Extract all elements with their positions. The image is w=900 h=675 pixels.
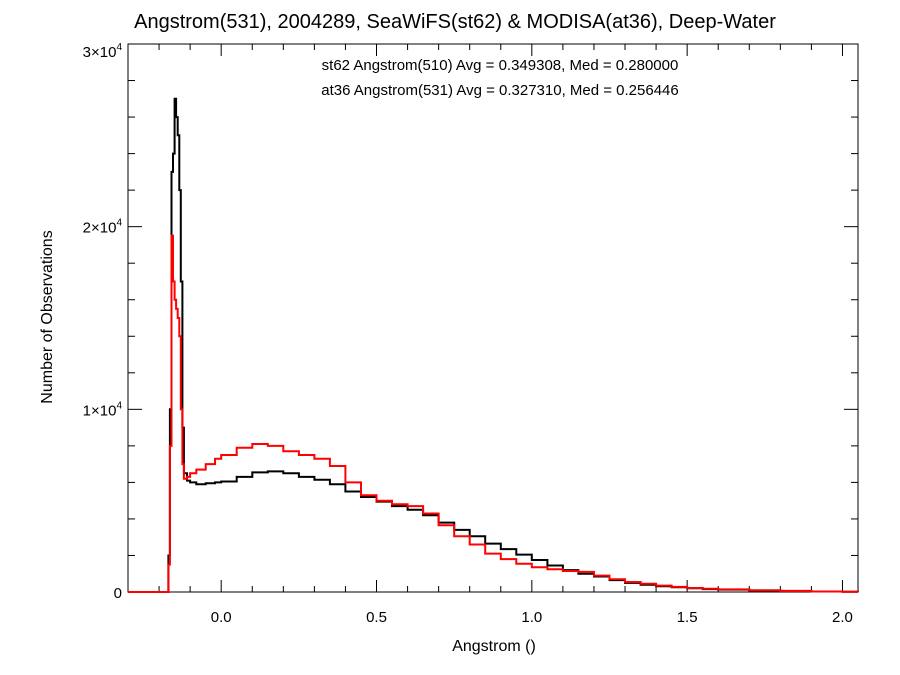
y-tick-label: 2×104 <box>83 218 123 237</box>
annotation-st62-stats: st62 Angstrom(510) Avg = 0.349308, Med =… <box>322 57 679 74</box>
y-axis-label: Number of Observations <box>39 230 56 403</box>
y-tick-label: 3×104 <box>83 42 123 61</box>
series-at36-line <box>128 234 859 593</box>
x-tick-label: 2.0 <box>832 609 853 626</box>
axis-ticks <box>127 43 858 593</box>
y-tick-label: 1×104 <box>83 400 123 419</box>
y-tick-label: 0 <box>114 585 122 602</box>
series-layer <box>128 97 859 593</box>
x-axis-label: Angstrom () <box>452 638 536 655</box>
tick-labels: 0.0 0.5 1.0 1.5 2.0 0 1×104 2×104 3×104 <box>83 42 853 626</box>
x-tick-label: 1.0 <box>521 609 542 626</box>
x-tick-label: 1.5 <box>677 609 698 626</box>
x-tick-label: 0.0 <box>211 609 232 626</box>
series-st62-line <box>128 97 859 593</box>
plot-frame <box>127 43 859 593</box>
annotation-at36-stats: at36 Angstrom(531) Avg = 0.327310, Med =… <box>321 82 679 99</box>
chart-title: Angstrom(531), 2004289, SeaWiFS(st62) & … <box>134 11 776 33</box>
x-tick-label: 0.5 <box>366 609 387 626</box>
